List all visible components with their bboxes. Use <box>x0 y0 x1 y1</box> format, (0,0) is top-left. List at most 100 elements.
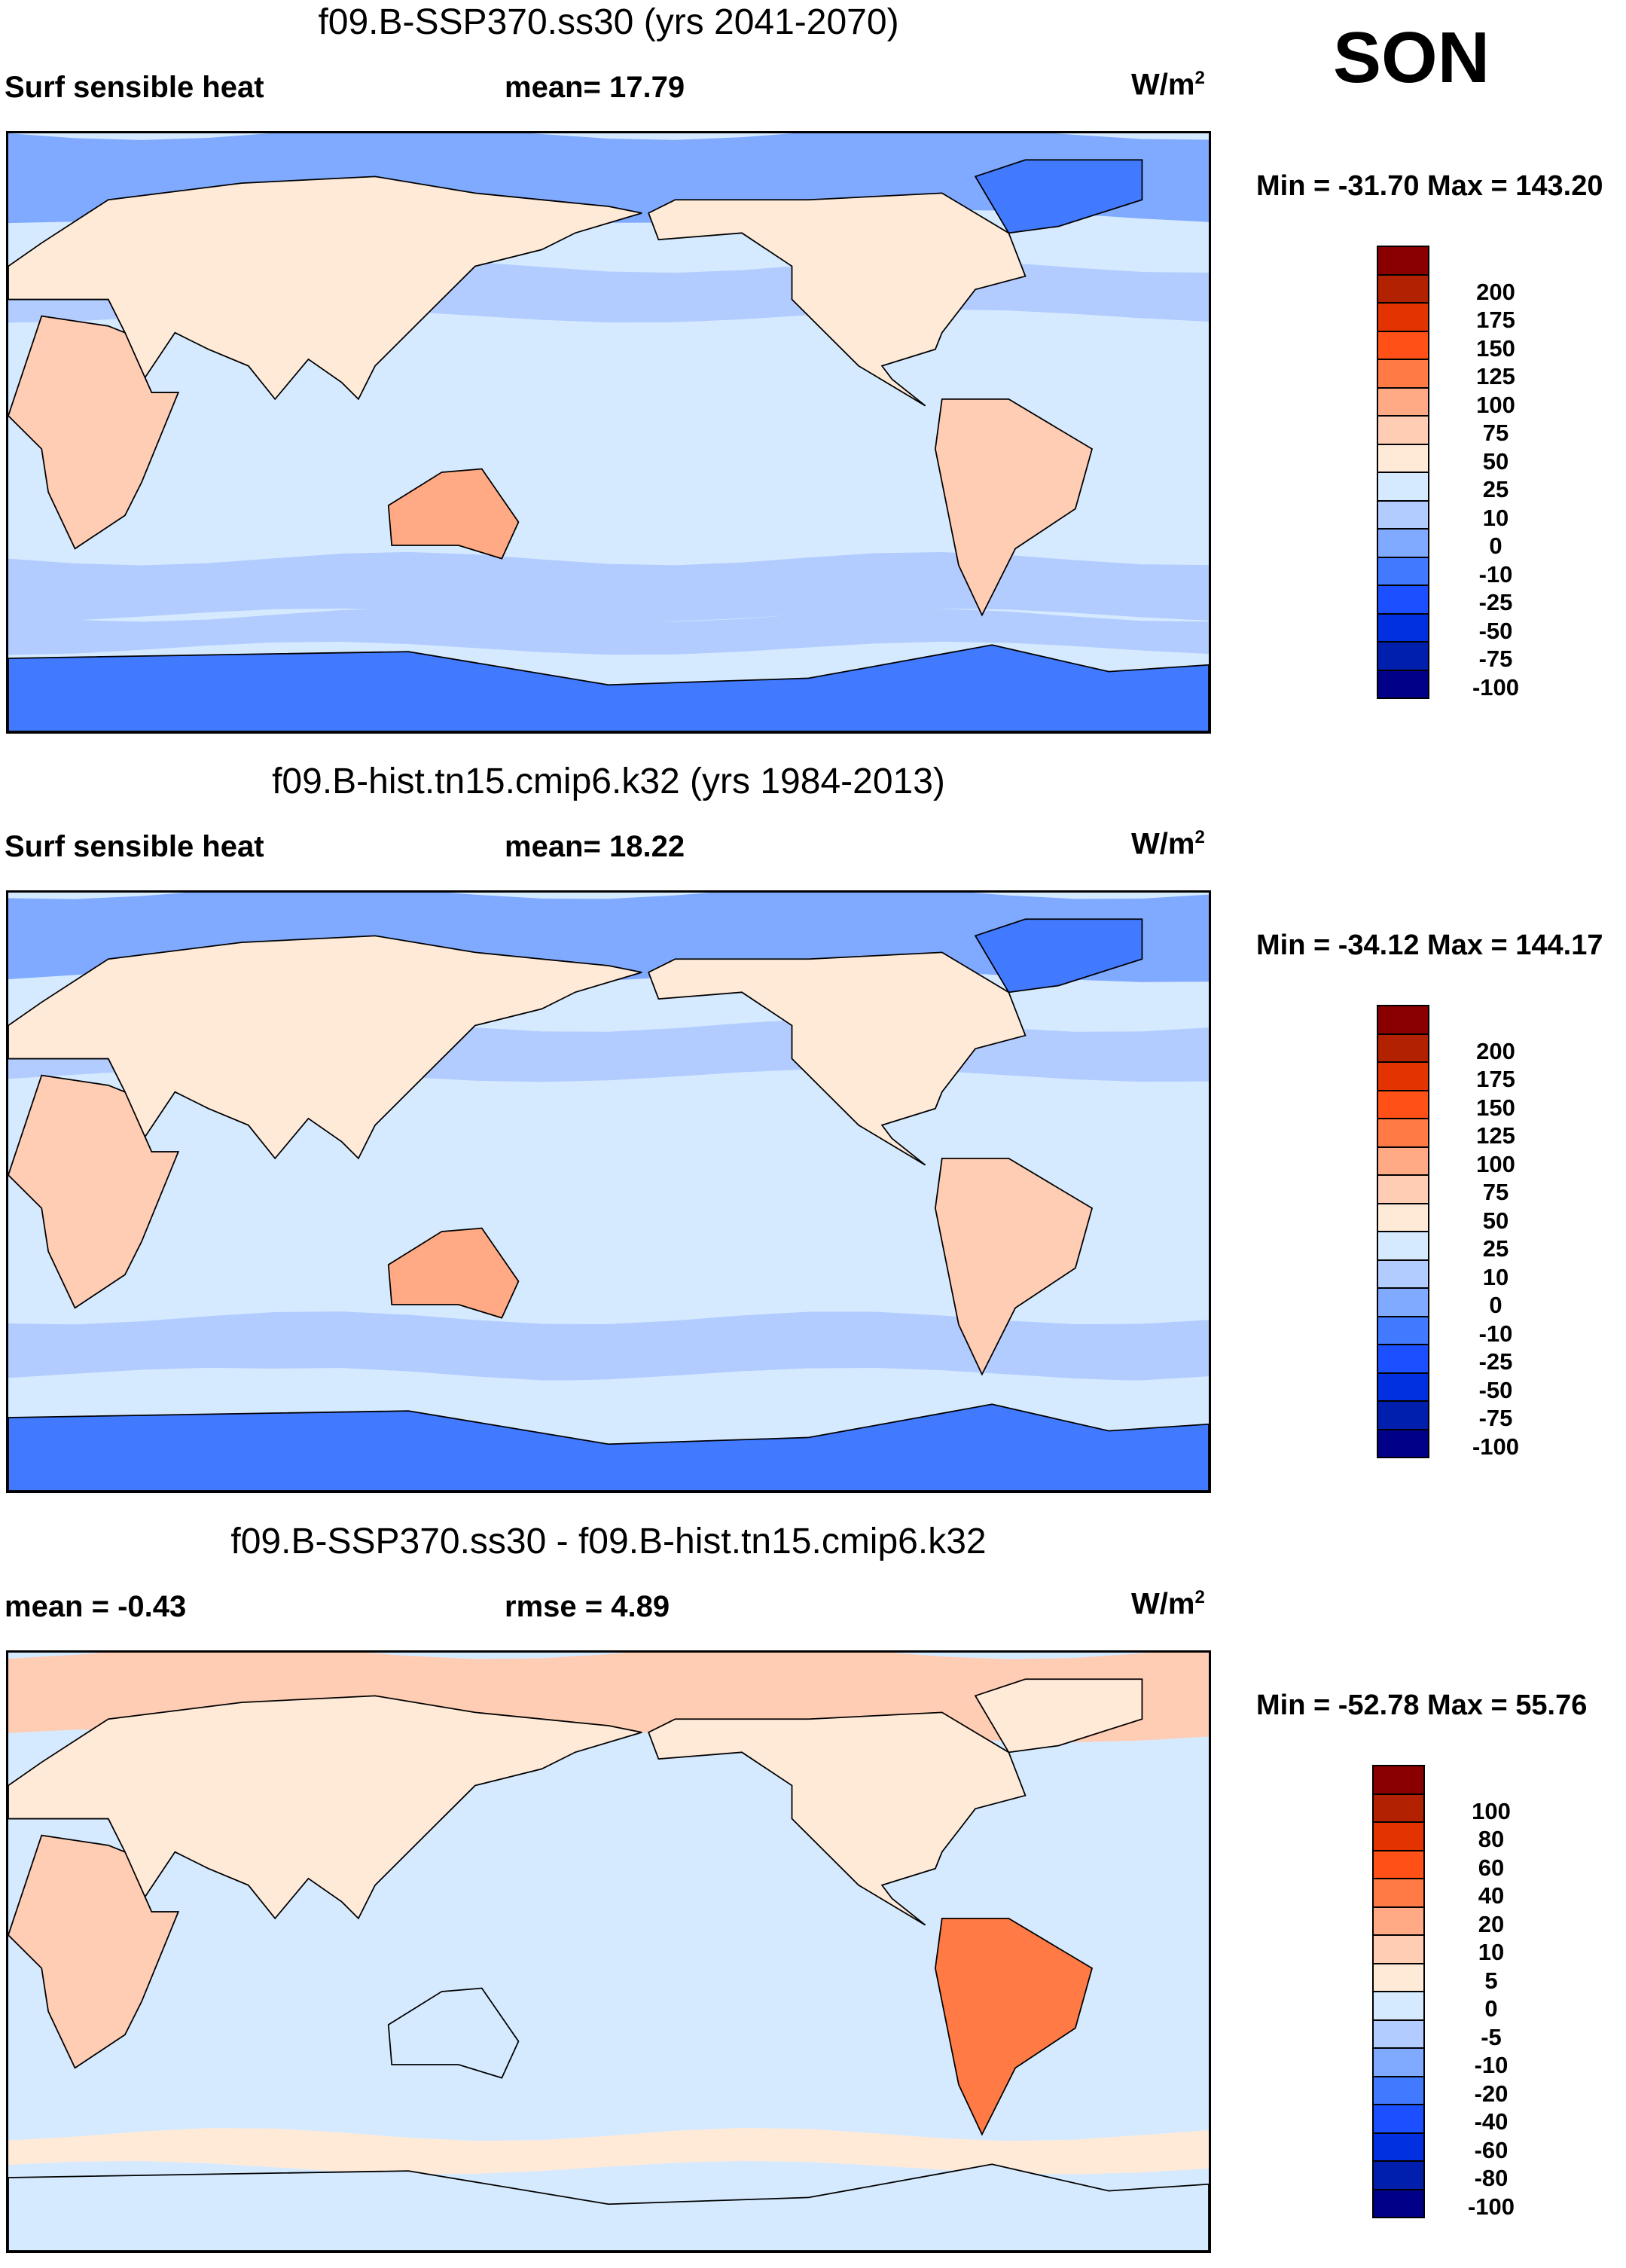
colorbar-box <box>1377 1372 1429 1402</box>
colorbar-tick-label: -100 <box>1472 673 1520 701</box>
eurasia-region <box>8 1695 642 1920</box>
north-america-region <box>648 192 1027 407</box>
colorbar-tick-label: -25 <box>1478 1348 1513 1375</box>
colorbar-box <box>1377 1061 1429 1091</box>
africa-region <box>8 1834 180 2069</box>
colorbar-tick-label: -40 <box>1474 2108 1509 2135</box>
colorbar-tick-label: 0 <box>1489 533 1502 559</box>
australia-region <box>387 1227 520 1319</box>
colorbar-box <box>1377 386 1429 417</box>
colorbar-tick-label: 125 <box>1476 1122 1515 1149</box>
season-label: SON <box>1333 17 1490 98</box>
colorbar-box <box>1372 1849 1425 1879</box>
colorbar-box <box>1372 2188 1425 2218</box>
greenland-region <box>974 918 1143 994</box>
southern-ocean-band <box>8 608 1209 655</box>
australia-region <box>387 468 520 560</box>
colorbar-tick-label: 10 <box>1482 504 1509 531</box>
colorbar <box>1377 246 1429 699</box>
colorbar-box <box>1377 1315 1429 1345</box>
colorbar-tick-label: 150 <box>1476 334 1515 362</box>
units-label: W/m2 <box>1131 68 1205 102</box>
colorbar-tick-label: -10 <box>1474 2052 1509 2078</box>
colorbar-box <box>1372 1906 1425 1936</box>
colorbar-box <box>1377 273 1429 304</box>
colorbar-tick-label: -20 <box>1474 2080 1509 2107</box>
colorbar-tick-label: 50 <box>1482 447 1509 475</box>
colorbar-box <box>1377 1033 1429 1063</box>
colorbar-tick-label: 125 <box>1476 363 1515 389</box>
colorbar-tick-label: -5 <box>1481 2023 1502 2050</box>
colorbar-box <box>1372 2047 1425 2077</box>
colorbar-tick-label: 60 <box>1478 1854 1505 1881</box>
units-exponent: 2 <box>1194 68 1205 88</box>
colorbar-box <box>1377 1089 1429 1119</box>
variable-label: Surf sensible heat <box>5 830 264 863</box>
contour-map <box>8 893 1209 1491</box>
min-max-label: Min = -31.70 Max = 143.20 <box>1256 170 1603 202</box>
min-max-label: Min = -34.12 Max = 144.17 <box>1256 929 1603 961</box>
colorbar-box <box>1377 641 1429 671</box>
colorbar-box <box>1377 669 1429 699</box>
stat-label: mean= 18.22 <box>505 830 685 863</box>
band-s-band <box>8 1311 1209 1381</box>
colorbar-box <box>1372 1821 1425 1851</box>
colorbar-tick-label: -60 <box>1474 2136 1509 2163</box>
contour-map <box>8 133 1209 731</box>
colorbar-tick-label: -10 <box>1478 560 1513 588</box>
units-label: W/m2 <box>1131 827 1205 861</box>
colorbar-box <box>1377 472 1429 502</box>
colorbar-tick-label: 100 <box>1472 1797 1511 1824</box>
antarctica-region <box>8 1403 1209 1491</box>
map-panel <box>6 1650 1211 2253</box>
colorbar-tick-label: 40 <box>1478 1882 1505 1909</box>
contour-map <box>8 1653 1209 2251</box>
units-text: W/m <box>1131 827 1195 861</box>
southern-ocean-band <box>8 2127 1209 2175</box>
south-america-region <box>935 1918 1094 2136</box>
colorbar-box <box>1377 1005 1429 1035</box>
colorbar-tick-label: -50 <box>1478 617 1513 644</box>
colorbar <box>1372 1765 1425 2218</box>
colorbar-box <box>1372 1934 1425 1964</box>
colorbar-box <box>1377 302 1429 332</box>
map-panel <box>6 131 1211 734</box>
colorbar-box <box>1377 1118 1429 1148</box>
south-america-region <box>935 1158 1094 1376</box>
africa-region <box>8 1074 180 1309</box>
colorbar-box <box>1377 1146 1429 1176</box>
greenland-region <box>974 159 1143 234</box>
units-text: W/m <box>1131 1587 1195 1621</box>
north-america-region <box>648 951 1027 1166</box>
colorbar-box <box>1372 1878 1425 1908</box>
colorbar-box <box>1377 1174 1429 1204</box>
colorbar-box <box>1372 2132 1425 2162</box>
colorbar-tick-label: 175 <box>1476 307 1515 333</box>
colorbar-tick-label: 100 <box>1476 1150 1515 1177</box>
colorbar-tick-label: 25 <box>1482 476 1509 502</box>
north-america-region <box>648 1711 1027 1926</box>
colorbar-box <box>1377 1259 1429 1289</box>
colorbar-box <box>1372 1765 1425 1795</box>
units-exponent: 2 <box>1194 1587 1205 1607</box>
units-text: W/m <box>1131 68 1195 102</box>
eurasia-region <box>8 176 642 401</box>
colorbar-tick-label: 200 <box>1476 278 1515 305</box>
colorbar-box <box>1372 1962 1425 1992</box>
colorbar-tick-label: 5 <box>1484 1967 1498 1994</box>
band-s-band <box>8 2071 1209 2141</box>
colorbar-tick-label: -100 <box>1472 1433 1520 1460</box>
colorbar-box <box>1372 1793 1425 1823</box>
colorbar-box <box>1377 415 1429 445</box>
units-label: W/m2 <box>1131 1587 1205 1621</box>
colorbar-box <box>1372 1991 1425 2021</box>
eurasia-region <box>8 935 642 1160</box>
colorbar-box <box>1377 1231 1429 1261</box>
colorbar-tick-label: 0 <box>1489 1292 1502 1318</box>
colorbar-tick-label: 175 <box>1476 1066 1515 1092</box>
colorbar-box <box>1377 585 1429 615</box>
colorbar-box <box>1377 1202 1429 1232</box>
variable-label: mean = -0.43 <box>5 1590 187 1623</box>
africa-region <box>8 315 180 550</box>
colorbar-tick-label: 0 <box>1484 1995 1498 2022</box>
